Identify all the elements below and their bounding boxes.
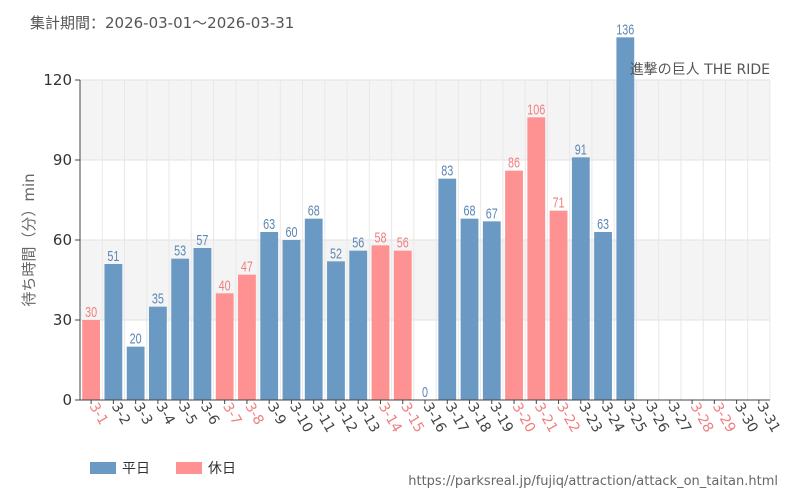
data-labels: 30 51 20 35 53 57 40 47 63 60 68 52 56 58 56 0 83 68 67 86 1… (85, 21, 634, 401)
bar-3-11 (304, 218, 323, 400)
x-tick-label-3-4: 3-4 (152, 400, 177, 428)
legend-item-weekday: 平日 (90, 458, 150, 478)
data-label-3-6: 57 (196, 231, 208, 248)
bar-3-12 (327, 261, 345, 400)
data-label-3-14: 58 (374, 229, 386, 246)
bar-3-6 (193, 248, 212, 400)
bar-3-23 (571, 157, 590, 400)
bar-3-13 (349, 250, 368, 400)
x-tick-label-3-3: 3-3 (130, 400, 155, 428)
chart-title: 進撃の巨人 THE RIDE (630, 62, 770, 78)
data-label-3-16: 0 (422, 383, 428, 400)
x-tick-labels: 3-13-23-33-43-53-63-73-83-93-103-113-123… (86, 400, 783, 436)
data-label-3-17: 83 (441, 162, 453, 179)
data-label-3-13: 56 (352, 234, 364, 251)
data-label-3-7: 40 (219, 277, 231, 294)
y-tick-label: 120 (43, 71, 72, 89)
bar-3-9 (260, 232, 279, 400)
data-label-3-10: 60 (285, 223, 297, 240)
bar-3-22 (549, 210, 568, 400)
legend: 平日 休日 (90, 458, 236, 478)
bar-3-17 (438, 178, 457, 400)
data-label-3-15: 56 (397, 234, 409, 251)
data-label-3-21: 106 (527, 101, 545, 118)
bar-3-14 (371, 245, 390, 400)
y-tick-label: 0 (62, 391, 72, 409)
y-tick-label: 60 (53, 231, 72, 249)
data-label-3-18: 68 (464, 202, 476, 219)
legend-swatch-weekday (90, 462, 116, 474)
period-label: 集計期間：2026-03-01～2026-03-31 (30, 14, 295, 32)
legend-item-holiday: 休日 (176, 458, 236, 478)
y-tick-label: 90 (53, 151, 72, 169)
bar-3-1 (82, 320, 101, 400)
legend-swatch-holiday (176, 462, 202, 474)
legend-label-weekday: 平日 (122, 461, 150, 477)
data-label-3-8: 47 (241, 258, 253, 275)
data-label-3-20: 86 (508, 154, 520, 171)
data-label-3-12: 52 (330, 245, 342, 262)
data-label-3-9: 63 (263, 215, 275, 232)
data-label-3-5: 53 (174, 242, 186, 259)
bar-3-20 (505, 170, 523, 400)
axes (75, 79, 770, 404)
bar-3-21 (527, 117, 546, 400)
y-tick-labels: 0 30 60 90 120 (43, 71, 72, 409)
bar-3-24 (594, 232, 612, 400)
x-tick-label-3-1: 3-1 (86, 400, 111, 428)
source-url: https://parksreal.jp/fujiq/attraction/at… (408, 474, 778, 489)
x-tick-label-3-31: 3-31 (753, 400, 783, 436)
data-label-3-2: 51 (107, 247, 119, 264)
y-axis-label: 待ち時間（分）min (20, 173, 38, 306)
data-label-3-11: 68 (308, 202, 320, 219)
bar-3-4 (149, 306, 167, 400)
bars (82, 37, 635, 400)
x-tick-label-3-8: 3-8 (241, 400, 266, 428)
bar-3-8 (238, 274, 256, 400)
bar-3-15 (393, 250, 412, 400)
x-tick-label-3-6: 3-6 (197, 400, 222, 428)
data-label-3-1: 30 (85, 303, 97, 320)
x-tick-label-3-7: 3-7 (219, 400, 244, 428)
data-label-3-19: 67 (486, 205, 498, 222)
data-label-3-3: 20 (130, 330, 142, 347)
plot-band (80, 160, 770, 240)
x-tick-label-3-2: 3-2 (108, 400, 133, 428)
x-tick-label-3-9: 3-9 (264, 400, 289, 428)
legend-label-holiday: 休日 (208, 461, 236, 477)
data-label-3-25: 136 (616, 21, 634, 38)
bar-3-7 (215, 293, 234, 400)
bar-3-19 (482, 221, 501, 400)
x-tick-label-3-5: 3-5 (175, 400, 200, 428)
bar-3-18 (460, 218, 479, 400)
bar-3-10 (282, 240, 301, 400)
y-tick-label: 30 (53, 311, 72, 329)
bar-3-5 (171, 258, 190, 400)
data-label-3-4: 35 (152, 290, 164, 307)
plot-band (80, 80, 770, 160)
bar-3-3 (126, 346, 145, 400)
data-label-3-24: 63 (597, 215, 609, 232)
bar-3-25 (616, 37, 635, 400)
data-label-3-22: 71 (553, 194, 565, 211)
bar-3-2 (104, 264, 123, 400)
data-label-3-23: 91 (575, 141, 587, 158)
